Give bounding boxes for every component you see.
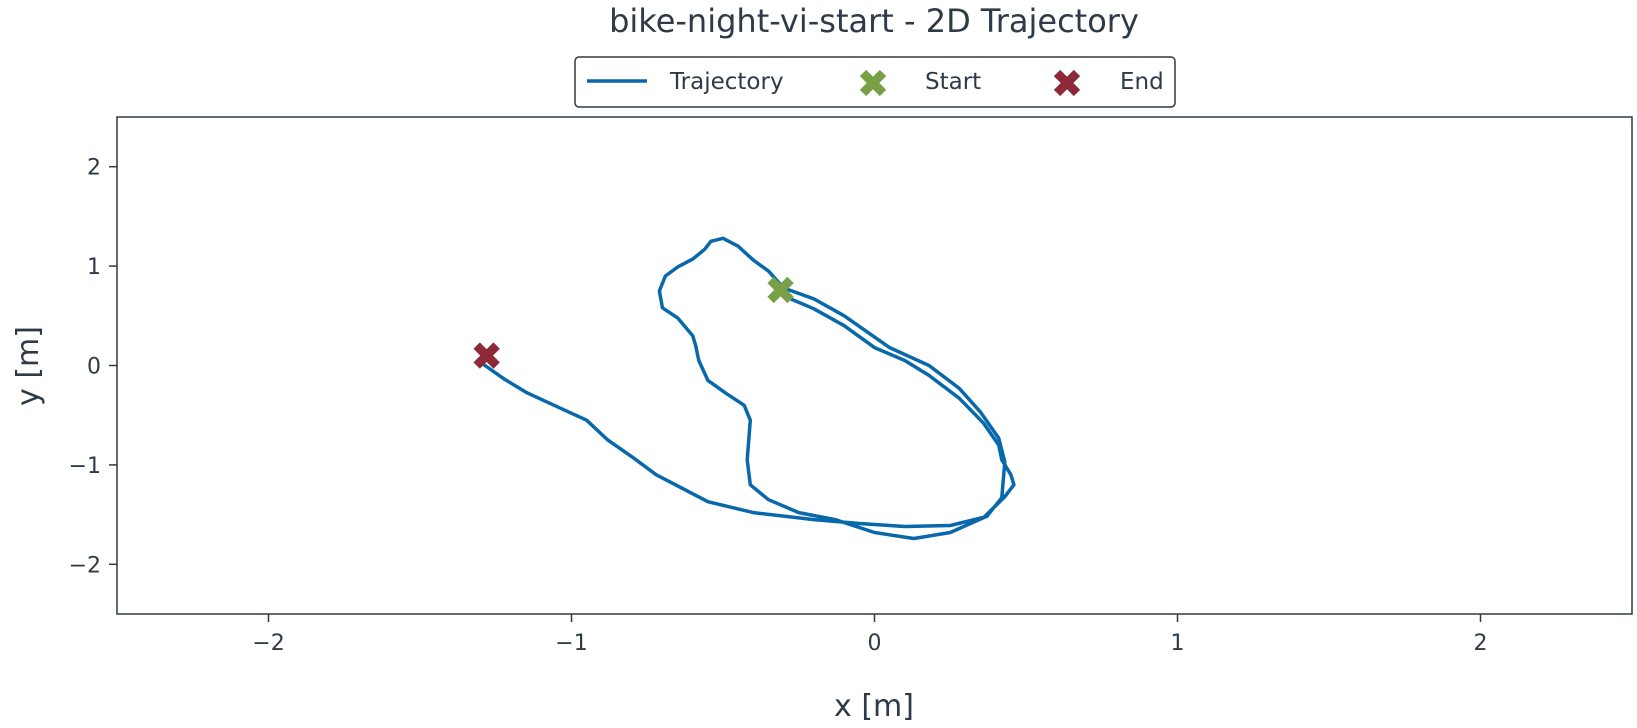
start-marker (767, 276, 794, 304)
legend-trajectory-label: Trajectory (669, 69, 784, 95)
legend-start-x-icon (859, 69, 887, 97)
x-axis-ticks: −2 −1 0 1 2 (252, 614, 1488, 656)
y-axis-ticks: −2 −1 0 1 2 (69, 156, 117, 578)
legend-end-marker-icon (1053, 69, 1081, 97)
legend-end-x-icon (1053, 69, 1081, 97)
y-tick-label: −2 (69, 553, 101, 578)
plot-area-frame (116, 116, 1633, 615)
series-line-trajectory (481, 236, 1016, 541)
legend-start-marker-icon (859, 69, 887, 97)
series-layer (481, 236, 1016, 541)
y-tick-label: 1 (87, 255, 101, 280)
x-tick-label: 2 (1474, 631, 1488, 656)
legend-end-label: End (1120, 69, 1164, 95)
x-tick-label: −2 (252, 631, 284, 656)
legend: Trajectory Start End (574, 56, 1176, 108)
y-tick-label: −1 (69, 454, 101, 479)
y-tick-label: 0 (87, 355, 101, 380)
x-tick-label: 1 (1171, 631, 1185, 656)
x-tick-label: −1 (555, 631, 587, 656)
end-marker (473, 342, 500, 369)
x-axis-label: x [m] (834, 689, 914, 724)
y-tick-label: 2 (87, 156, 101, 181)
chart-title: bike-night-vi-start - 2D Trajectory (609, 2, 1139, 40)
y-axis-label: y [m] (11, 326, 46, 406)
x-tick-label: 0 (868, 631, 882, 656)
marker-layer (473, 276, 794, 369)
legend-start-label: Start (925, 69, 981, 95)
